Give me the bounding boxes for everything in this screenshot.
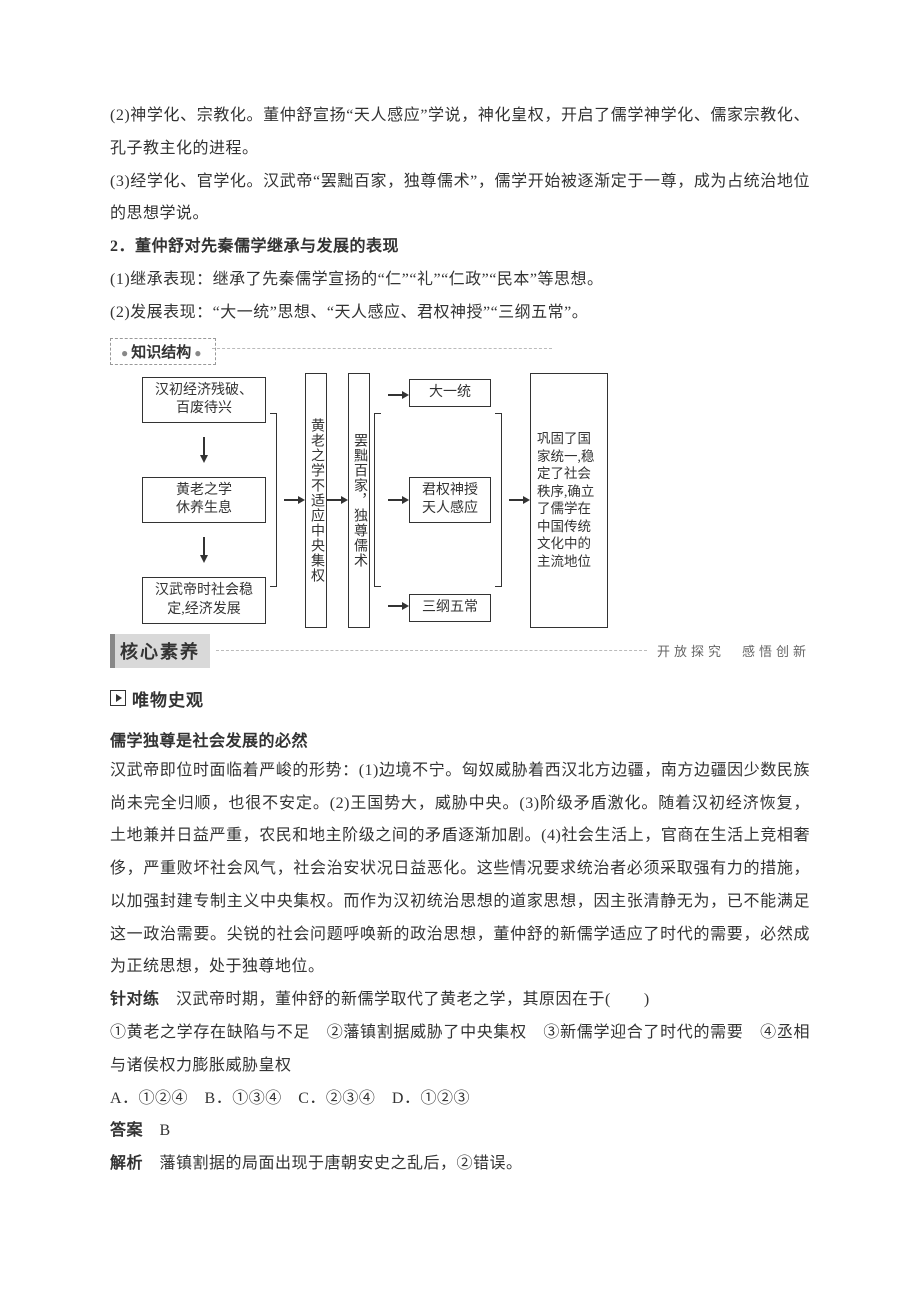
bracket bbox=[370, 373, 388, 628]
vert-text-bachu: 罢黜百家，独尊儒术 bbox=[351, 433, 367, 568]
diagram-col-concepts: 大一统 君权神授 天人感应 三纲五常 bbox=[409, 373, 491, 628]
diagram-col-causes: 汉初经济残破、百废待兴 黄老之学 休养生息 汉武帝时社会稳定,经济发展 bbox=[142, 373, 266, 628]
diagram-col-result: 巩固了国家统一,稳定了社会秩序,确立了儒学在中国传统文化中的主流地位 bbox=[530, 373, 608, 628]
sub-heading-text: 唯物史观 bbox=[132, 686, 204, 711]
bracket bbox=[491, 373, 509, 628]
core-section-row: 核心素养 开放探究 感悟创新 bbox=[110, 634, 810, 668]
answer-label: 答案 bbox=[110, 1122, 143, 1139]
body-paragraph: 汉武帝即位时面临着严峻的形势：(1)边境不宁。匈奴威胁着西汉北方边疆，南方边疆因… bbox=[110, 755, 810, 985]
node-sangang: 三纲五常 bbox=[409, 594, 491, 622]
node-hanwu: 汉武帝时社会稳定,经济发展 bbox=[142, 577, 266, 623]
explain-label: 解析 bbox=[110, 1155, 143, 1172]
answer-value: B bbox=[160, 1122, 171, 1139]
structure-label-box: ●知识结构 ● bbox=[110, 338, 216, 365]
structure-label-text: 知识结构 bbox=[131, 345, 191, 361]
core-section-subtitle: 开放探究 感悟创新 bbox=[657, 641, 810, 660]
answer-row: 答案 B bbox=[110, 1115, 810, 1148]
dot-icon: ● bbox=[121, 346, 128, 360]
node-junquan: 君权神授 天人感应 bbox=[409, 477, 491, 523]
arrow-right-icon bbox=[284, 373, 305, 628]
arrow-right-icon bbox=[388, 596, 409, 616]
arrow-down-icon bbox=[200, 455, 208, 463]
arrow-right-icon bbox=[509, 373, 530, 628]
question-options: ①黄老之学存在缺陷与不足 ②藩镇割据威胁了中央集权 ③新儒学迎合了时代的需要 ④… bbox=[110, 1017, 810, 1083]
explain-text: 藩镇割据的局面出现于唐朝安史之乱后，②错误。 bbox=[160, 1155, 523, 1172]
question-choices: A．①②④ B．①③④ C．②③④ D．①②③ bbox=[110, 1083, 810, 1116]
dashed-line bbox=[216, 650, 647, 651]
structure-label-row: ●知识结构 ● bbox=[110, 330, 810, 369]
node-result: 巩固了国家统一,稳定了社会秩序,确立了儒学在中国传统文化中的主流地位 bbox=[530, 373, 608, 628]
core-section-title: 核心素养 bbox=[120, 642, 200, 662]
diagram-vert1: 黄老之学不适应中央集权 bbox=[305, 373, 327, 628]
node-huanglao: 黄老之学 休养生息 bbox=[142, 477, 266, 523]
bracket bbox=[266, 373, 284, 628]
explain-row: 解析 藩镇割据的局面出现于唐朝安史之乱后，②错误。 bbox=[110, 1148, 810, 1181]
question-stem-text: 汉武帝时期，董仲舒的新儒学取代了黄老之学，其原因在于( ) bbox=[160, 991, 650, 1008]
node-dayitong: 大一统 bbox=[409, 379, 491, 407]
question-prefix: 针对练 bbox=[110, 991, 160, 1008]
diagram-vert2: 罢黜百家，独尊儒术 bbox=[348, 373, 370, 628]
play-icon bbox=[110, 690, 126, 706]
question-stem: 针对练 汉武帝时期，董仲舒的新儒学取代了黄老之学，其原因在于( ) bbox=[110, 984, 810, 1017]
sub-heading-row: 唯物史观 bbox=[110, 686, 810, 711]
heading-inheritance: 2．董仲舒对先秦儒学继承与发展的表现 bbox=[110, 231, 810, 264]
paragraph: (1)继承表现：继承了先秦儒学宣扬的“仁”“礼”“仁政”“民本”等思想。 bbox=[110, 264, 810, 297]
node-hanchu: 汉初经济残破、百废待兴 bbox=[142, 377, 266, 423]
paragraph: (2)发展表现：“大一统”思想、“天人感应、君权神授”“三纲五常”。 bbox=[110, 297, 810, 330]
arrow-right-icon bbox=[327, 373, 348, 628]
core-section-badge: 核心素养 bbox=[110, 634, 210, 668]
arrow-right-icon bbox=[388, 490, 409, 510]
paragraph: (3)经学化、官学化。汉武帝“罢黜百家，独尊儒术”，儒学开始被逐渐定于一尊，成为… bbox=[110, 166, 810, 232]
paragraph: (2)神学化、宗教化。董仲舒宣扬“天人感应”学说，神化皇权，开启了儒学神学化、儒… bbox=[110, 100, 810, 166]
badge-bar bbox=[110, 634, 115, 668]
arrow-right-icon bbox=[388, 385, 409, 405]
dot-icon: ● bbox=[191, 346, 201, 360]
knowledge-structure-diagram: 汉初经济残破、百废待兴 黄老之学 休养生息 汉武帝时社会稳定,经济发展 黄老之学… bbox=[142, 373, 698, 628]
vert-text-huanglao: 黄老之学不适应中央集权 bbox=[308, 418, 324, 583]
topic-title: 儒学独尊是社会发展的必然 bbox=[110, 727, 810, 751]
dashed-line bbox=[212, 348, 552, 349]
page: (2)神学化、宗教化。董仲舒宣扬“天人感应”学说，神化皇权，开启了儒学神学化、儒… bbox=[0, 0, 920, 1302]
arrow-down-icon bbox=[200, 555, 208, 563]
